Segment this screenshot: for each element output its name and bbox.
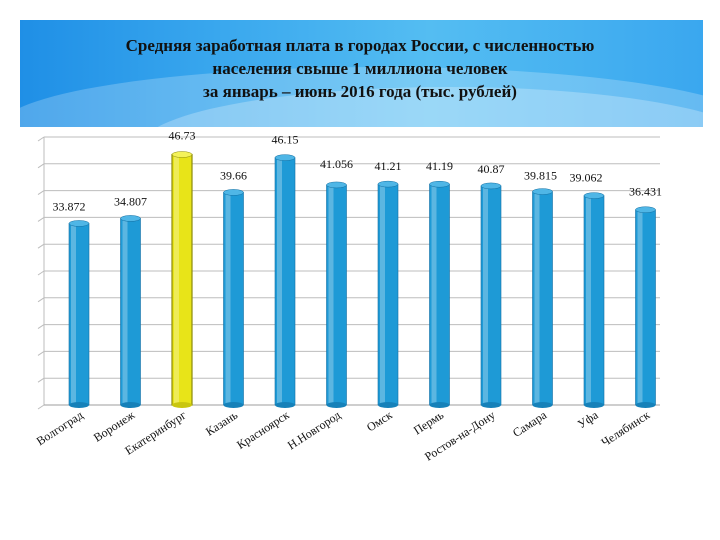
bar-highlight: [277, 159, 282, 405]
bar-base: [326, 402, 347, 408]
gridline-tick: [37, 404, 45, 410]
bar-cap: [635, 206, 656, 213]
bar-cap: [326, 181, 347, 189]
bar-base: [223, 402, 244, 408]
gridline-tick: [37, 243, 45, 249]
bar-cap: [68, 220, 90, 227]
gridline-tick: [37, 190, 45, 196]
gridline-tick: [37, 297, 45, 303]
bar-4: [223, 189, 244, 408]
bar-base: [481, 402, 501, 408]
bar-highlight: [328, 186, 334, 405]
bar-11: [583, 192, 605, 408]
category-label: Челябинск: [599, 408, 653, 450]
bar-highlight: [483, 187, 488, 405]
bar-base: [635, 402, 656, 408]
value-label: 40.87: [478, 162, 505, 176]
bar-highlight: [71, 225, 76, 405]
bar-highlight: [225, 194, 231, 405]
value-label: 33.872: [53, 199, 86, 213]
gridline-tick: [37, 136, 45, 142]
value-label: 34.807: [114, 194, 147, 208]
value-label: 39.815: [524, 169, 557, 183]
bar-base: [69, 402, 89, 408]
bar-1: [68, 220, 90, 408]
bar-highlight: [431, 186, 437, 405]
gridline-tick: [37, 216, 45, 222]
bar-cap: [429, 180, 450, 188]
bar-cap: [223, 189, 244, 196]
bar-base: [532, 402, 553, 408]
gridline-tick: [37, 350, 45, 356]
bar-8: [429, 180, 450, 408]
bar-cap: [532, 188, 553, 195]
bar-3: [171, 151, 193, 408]
gridline-tick: [37, 377, 45, 383]
bars: [68, 151, 656, 408]
bar-9: [480, 182, 502, 408]
bar-base: [172, 402, 192, 408]
bar-cap: [120, 215, 141, 222]
value-label: 39.062: [570, 171, 603, 185]
category-label: Казань: [203, 407, 241, 438]
bar-6: [326, 181, 347, 408]
bar-cap: [377, 180, 399, 188]
bar-base: [378, 402, 398, 408]
gridlines: [37, 136, 660, 410]
category-label: Красноярск: [234, 408, 292, 452]
category-label: Воронеж: [91, 407, 138, 444]
bar-7: [377, 180, 399, 408]
value-label: 41.21: [375, 159, 402, 173]
bar-12: [635, 206, 656, 408]
bar-2: [120, 215, 141, 408]
bar-highlight: [534, 193, 540, 405]
bar-highlight: [380, 186, 385, 405]
category-label: Волгоград: [34, 408, 86, 449]
chart-title: Средняя заработная плата в городах Росси…: [60, 34, 660, 103]
category-label: Уфа: [575, 407, 601, 431]
category-label: Самара: [510, 407, 550, 440]
bar-base: [120, 402, 141, 408]
bar-highlight: [637, 211, 643, 405]
gridline-tick: [37, 324, 45, 330]
bar-base: [275, 402, 295, 408]
value-label: 41.19: [426, 159, 453, 173]
bar-cap: [274, 154, 296, 161]
bar-base: [584, 402, 604, 408]
title-line-3: за январь – июнь 2016 года (тыс. рублей): [203, 82, 517, 101]
gridline-tick: [37, 163, 45, 169]
bar-cap: [480, 182, 502, 190]
bar-10: [532, 188, 553, 408]
value-label: 41.056: [320, 157, 353, 171]
category-label: Пермь: [411, 407, 447, 437]
bar-highlight: [586, 197, 591, 405]
gridline-tick: [37, 270, 45, 276]
bar-highlight: [122, 220, 128, 405]
value-label: 39.66: [220, 168, 247, 182]
value-label: 46.73: [169, 129, 196, 143]
category-label: Н.Новгород: [285, 408, 343, 453]
bar-cap: [583, 192, 605, 199]
bar-cap: [171, 151, 193, 158]
value-label: 36.431: [629, 185, 662, 199]
category-label: Омск: [364, 408, 395, 435]
title-line-1: Средняя заработная плата в городах Росси…: [125, 36, 595, 55]
value-labels: 33.872 34.807 46.73 39.66 46.15 41.056 41.21 41…: [53, 129, 663, 214]
title-banner: Средняя заработная плата в городах Росси…: [20, 20, 703, 127]
title-line-2: населения свыше 1 миллиона человек: [212, 59, 508, 78]
bar-base: [429, 402, 450, 408]
bar-highlight: [174, 156, 179, 405]
bar-5: [274, 154, 296, 408]
value-label: 46.15: [272, 133, 299, 147]
